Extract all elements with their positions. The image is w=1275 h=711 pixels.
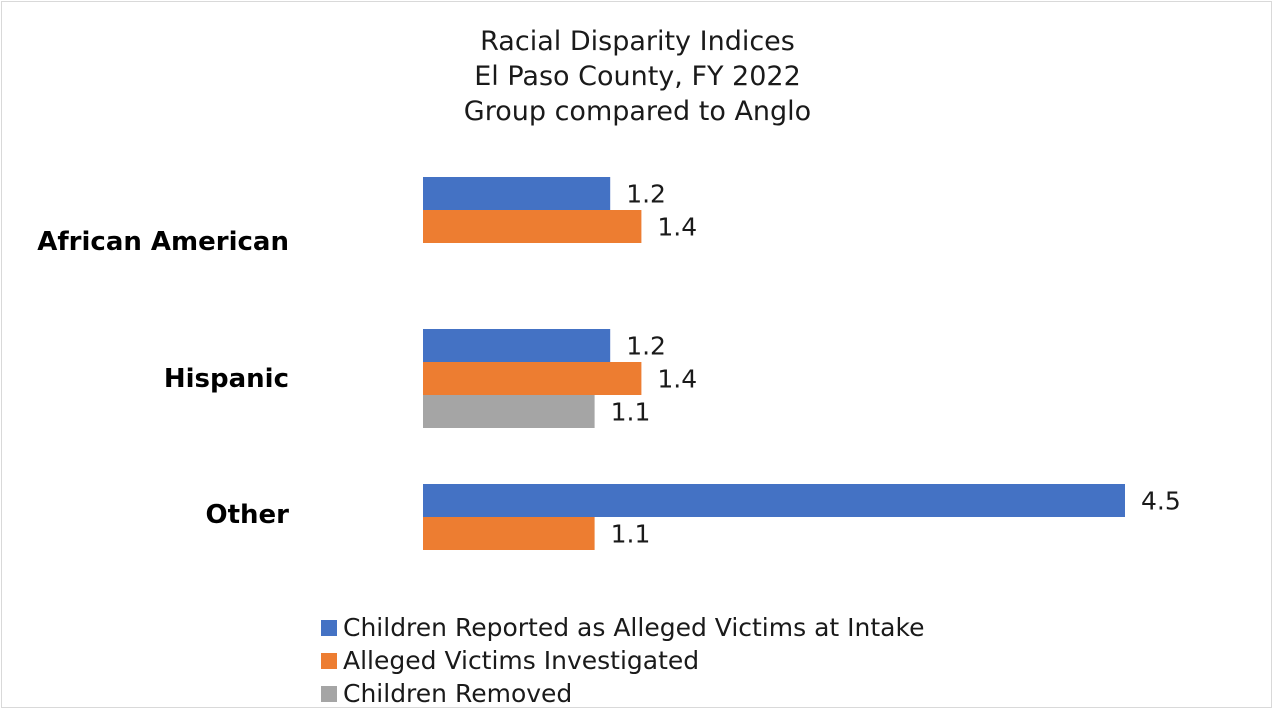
legend-label-investigated: Alleged Victims Investigated — [343, 646, 700, 675]
chart-title: Racial Disparity Indices El Paso County,… — [0, 24, 1275, 129]
legend-swatch-investigated — [321, 652, 337, 669]
bar — [423, 210, 642, 243]
legend-item-intake: Children Reported as Alleged Victims at … — [321, 611, 924, 644]
legend-item-investigated: Alleged Victims Investigated — [321, 644, 924, 677]
legend-item-removed: Children Removed — [321, 677, 924, 710]
category-label: African American — [37, 227, 289, 257]
legend-swatch-removed — [321, 685, 337, 702]
bar — [423, 395, 595, 428]
category-label: Other — [206, 500, 290, 530]
bar — [423, 517, 595, 550]
chart-title-line-2: El Paso County, FY 2022 — [474, 61, 801, 92]
legend-label-removed: Children Removed — [343, 679, 573, 708]
data-label: 1.4 — [657, 365, 697, 394]
category-label: Hispanic — [164, 364, 289, 394]
chart-legend: Children Reported as Alleged Victims at … — [321, 611, 924, 710]
data-label: 4.5 — [1141, 487, 1181, 516]
legend-swatch-intake — [321, 619, 337, 636]
data-label: 1.2 — [626, 180, 666, 209]
data-label: 1.4 — [657, 213, 697, 242]
data-label: 1.1 — [611, 398, 651, 427]
bar — [423, 484, 1125, 517]
bar — [423, 329, 611, 362]
chart-title-line-1: Racial Disparity Indices — [480, 26, 795, 57]
data-label: 1.1 — [611, 520, 651, 549]
chart-title-line-3: Group compared to Anglo — [463, 96, 812, 127]
bar — [423, 362, 642, 395]
data-label: 1.2 — [626, 332, 666, 361]
bar — [423, 177, 611, 210]
legend-label-intake: Children Reported as Alleged Victims at … — [343, 613, 925, 642]
